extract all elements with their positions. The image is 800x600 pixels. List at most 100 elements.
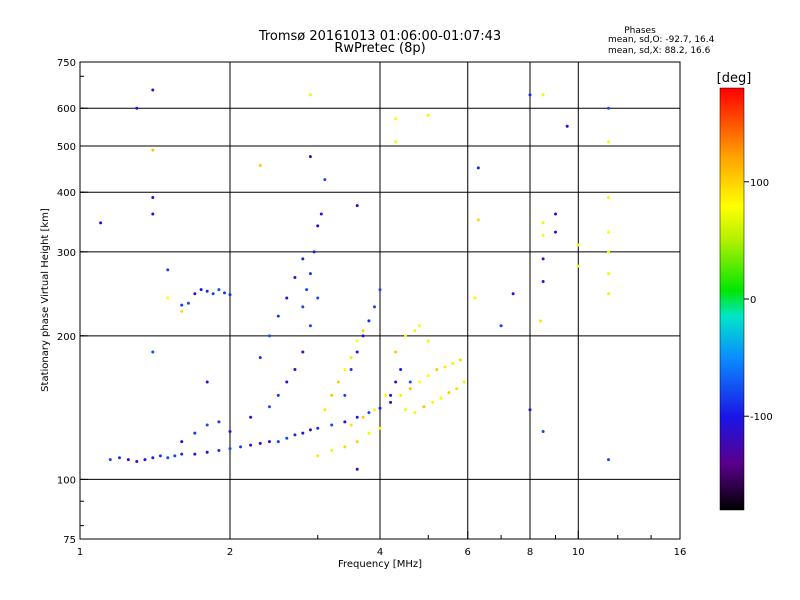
data-point-o (367, 411, 371, 415)
data-point-o (378, 288, 382, 292)
data-point-o (151, 350, 155, 354)
legend-title: Phases (624, 26, 656, 36)
data-point-o (217, 288, 221, 292)
data-point-o (308, 155, 312, 159)
data-point-x (539, 319, 543, 323)
data-point-o (228, 447, 232, 451)
data-point-x (383, 393, 387, 397)
data-point-o (607, 458, 611, 462)
data-point-o (607, 106, 611, 110)
data-point-x (476, 218, 480, 222)
data-point-x (258, 164, 262, 168)
data-point-x (361, 329, 365, 333)
data-point-o (511, 292, 515, 296)
colorbar-tick-label: 0 (750, 295, 756, 306)
data-point-o (205, 289, 209, 293)
data-point-o (367, 319, 371, 323)
data-point-o (312, 250, 316, 254)
data-point-x (607, 272, 611, 276)
data-point-o (541, 430, 545, 434)
data-point-o (117, 456, 121, 460)
data-point-o (180, 303, 184, 307)
data-point-x (355, 440, 359, 444)
data-point-o (151, 212, 155, 216)
data-point-x (408, 387, 412, 391)
data-point-o (217, 448, 221, 452)
colorbar-tick-label: 100 (750, 178, 769, 189)
data-point-o (267, 440, 271, 444)
data-point-o (323, 178, 327, 182)
x-tick-label: 8 (527, 547, 533, 558)
plot-frame (79, 61, 681, 540)
data-point-o (305, 288, 309, 292)
data-point-o (217, 420, 221, 424)
data-point-o (180, 440, 184, 444)
data-point-x (576, 243, 580, 247)
data-point-o (301, 305, 305, 309)
data-point-o (166, 268, 170, 272)
data-point-o (565, 124, 569, 128)
data-point-o (158, 454, 162, 458)
data-point-x (435, 367, 439, 371)
data-point-o (308, 428, 312, 432)
data-point-x (607, 195, 611, 199)
y-tick-label: 600 (57, 104, 76, 115)
data-point-x (443, 365, 447, 369)
data-points (99, 88, 611, 471)
data-point-x (447, 391, 451, 395)
data-point-x (343, 367, 347, 371)
x-tick-label: 2 (227, 547, 233, 558)
data-point-o (293, 367, 297, 371)
data-point-o (355, 350, 359, 354)
data-point-o (355, 415, 359, 419)
data-point-x (426, 113, 430, 117)
data-point-o (228, 430, 232, 434)
data-point-o (308, 272, 312, 276)
data-point-o (267, 405, 271, 409)
data-point-x (394, 350, 398, 354)
x-tick-label: 10 (572, 547, 585, 558)
data-point-o (223, 291, 227, 295)
data-point-o (399, 367, 403, 371)
data-point-x (403, 334, 407, 338)
data-point-o (361, 334, 365, 338)
data-point-x (330, 448, 334, 452)
data-point-o (199, 288, 203, 292)
data-point-o (285, 436, 289, 440)
colorbar-ticks: -100 0 100 (744, 178, 773, 423)
data-point-o (276, 314, 280, 318)
data-point-x (541, 93, 545, 97)
data-point-o (205, 450, 209, 454)
data-point-o (173, 454, 177, 458)
data-point-o (553, 230, 557, 234)
data-point-o (553, 212, 557, 216)
data-point-o (249, 415, 253, 419)
data-point-x (373, 408, 377, 412)
data-point-x (455, 387, 459, 391)
data-point-o (285, 380, 289, 384)
data-point-x (151, 148, 155, 152)
data-point-x (439, 396, 443, 400)
data-point-o (276, 440, 280, 444)
data-point-o (258, 441, 262, 445)
data-point-x (417, 380, 421, 384)
data-point-o (193, 292, 197, 296)
data-point-o (343, 420, 347, 424)
data-point-o (228, 293, 232, 297)
data-point-o (541, 257, 545, 261)
data-point-x (462, 380, 466, 384)
data-point-x (458, 358, 462, 362)
grid-lines (80, 62, 680, 539)
chart-subtitle: RwPretec (8p) (334, 41, 425, 56)
x-axis: 1 2 4 6 8 10 16 (77, 531, 686, 558)
data-point-o (389, 400, 393, 404)
data-point-x (166, 296, 170, 300)
data-point-x (422, 405, 426, 409)
data-point-x (417, 324, 421, 328)
data-point-x (473, 296, 477, 300)
chart-title: Tromsø 20161013 01:06:00-01:07:43 (258, 29, 501, 44)
x-tick-label: 4 (377, 547, 383, 558)
data-point-o (330, 423, 334, 427)
data-point-o (389, 393, 393, 397)
